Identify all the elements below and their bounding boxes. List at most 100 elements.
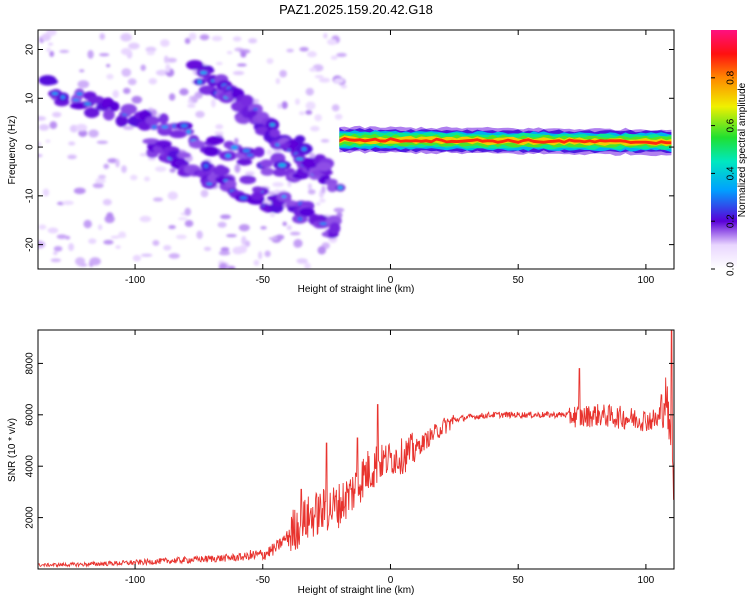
noise-blob bbox=[184, 37, 191, 44]
noise-blob bbox=[295, 98, 300, 105]
feature-blob-core bbox=[84, 102, 92, 106]
noise-blob bbox=[52, 111, 62, 118]
feature-blob bbox=[241, 94, 254, 107]
colorbar-tick-label: 0.4 bbox=[726, 166, 737, 180]
colorbar-tick-label: 0.8 bbox=[726, 70, 737, 84]
snr-panel: -100 -50 0 50 100 2000 4000 6000 8000 Height of … bbox=[7, 329, 675, 596]
y-tick-label: 10 bbox=[25, 92, 36, 104]
noise-blob bbox=[226, 50, 233, 55]
feature-blob bbox=[102, 109, 115, 121]
feature-blob bbox=[145, 116, 161, 125]
feature-blob-core bbox=[186, 129, 191, 134]
noise-blob bbox=[79, 69, 85, 73]
noise-blob bbox=[38, 224, 47, 230]
feature-blob bbox=[169, 130, 187, 139]
feature-blob-core bbox=[252, 107, 259, 111]
noise-blob bbox=[191, 95, 199, 103]
noise-blob bbox=[232, 71, 245, 76]
noise-blob bbox=[214, 131, 224, 135]
noise-blob bbox=[200, 189, 209, 198]
noise-blob bbox=[321, 185, 326, 194]
feature-blob bbox=[120, 103, 138, 115]
noise-blob bbox=[188, 32, 197, 41]
noise-blob bbox=[96, 140, 109, 144]
noise-blob bbox=[234, 137, 239, 145]
noise-blob bbox=[107, 158, 118, 164]
noise-blob bbox=[41, 33, 51, 42]
noise-blob bbox=[99, 53, 110, 57]
noise-blob bbox=[53, 245, 63, 252]
noise-blob bbox=[289, 231, 301, 236]
noise-blob bbox=[140, 64, 146, 71]
noise-blob bbox=[238, 224, 250, 232]
snr-xlabel: Height of straight line (km) bbox=[298, 585, 415, 596]
colorbar-ticks: 0.0 0.2 0.4 0.6 0.8 bbox=[711, 70, 737, 276]
colorbar-gradient bbox=[711, 30, 737, 269]
feature-blob bbox=[327, 183, 338, 193]
noise-blob bbox=[248, 38, 258, 44]
noise-blob bbox=[121, 68, 132, 77]
feature-blob bbox=[212, 165, 230, 176]
noise-blob bbox=[56, 234, 68, 240]
noise-blob bbox=[99, 33, 106, 40]
feature-blob-core bbox=[206, 182, 213, 186]
feature-blob bbox=[203, 146, 220, 157]
x-tick-label: -100 bbox=[125, 575, 145, 586]
noise-blob bbox=[127, 78, 137, 86]
feature-blob-core bbox=[301, 147, 307, 151]
feature-blob-core bbox=[161, 125, 169, 129]
noise-blob bbox=[336, 52, 347, 57]
spectrogram-frame bbox=[37, 29, 675, 270]
noise-blob bbox=[240, 51, 247, 58]
noise-blob bbox=[62, 200, 74, 206]
noise-blob bbox=[122, 125, 134, 130]
feature-blob bbox=[84, 107, 100, 118]
noise-blob bbox=[50, 258, 61, 263]
noise-blob bbox=[83, 219, 92, 229]
noise-blob bbox=[258, 251, 263, 260]
noise-blob bbox=[307, 189, 316, 195]
noise-blob bbox=[106, 64, 111, 68]
feature-blob bbox=[142, 138, 160, 145]
noise-blob bbox=[323, 33, 328, 39]
feature-blob bbox=[239, 175, 257, 185]
noise-blob bbox=[68, 243, 75, 252]
noise-blob bbox=[165, 63, 171, 73]
noise-blob bbox=[220, 247, 230, 252]
noise-blob bbox=[112, 90, 119, 98]
feature-blob bbox=[272, 168, 287, 177]
noise-blob bbox=[42, 188, 50, 197]
band-layer bbox=[339, 137, 672, 145]
noise-blob bbox=[305, 110, 313, 115]
noise-blob bbox=[195, 110, 205, 118]
noise-blob bbox=[168, 253, 180, 259]
noise-blob bbox=[299, 46, 309, 52]
noise-blob bbox=[153, 197, 164, 202]
noise-blob bbox=[95, 177, 106, 184]
noise-blob bbox=[227, 265, 236, 269]
noise-blob bbox=[315, 202, 321, 206]
noise-blob bbox=[151, 109, 157, 117]
feature-blob-core bbox=[281, 195, 287, 199]
feature-blob bbox=[224, 180, 237, 188]
snr-frame bbox=[37, 329, 675, 570]
noise-blob bbox=[275, 78, 281, 85]
feature-blob-core bbox=[295, 157, 304, 161]
noise-blob bbox=[47, 227, 59, 234]
noise-blob bbox=[169, 168, 176, 173]
x-tick-label: -50 bbox=[256, 275, 271, 286]
feature-blob-core bbox=[246, 153, 254, 157]
y-tick-label: 2000 bbox=[25, 506, 36, 529]
feature-blob-core bbox=[76, 91, 83, 96]
noise-blob bbox=[296, 258, 308, 264]
noise-blob bbox=[131, 95, 143, 104]
noise-blob bbox=[175, 234, 187, 240]
feature-blob bbox=[329, 222, 341, 235]
noise-blob bbox=[279, 69, 287, 78]
noise-blob bbox=[305, 87, 314, 96]
feature-blob-core bbox=[297, 216, 303, 221]
noise-blob bbox=[103, 163, 110, 170]
noise-blob bbox=[310, 125, 320, 132]
colorbar: 0.0 0.2 0.4 0.6 0.8 Normalized spectral ampl… bbox=[711, 30, 748, 276]
noise-blob bbox=[218, 262, 228, 269]
